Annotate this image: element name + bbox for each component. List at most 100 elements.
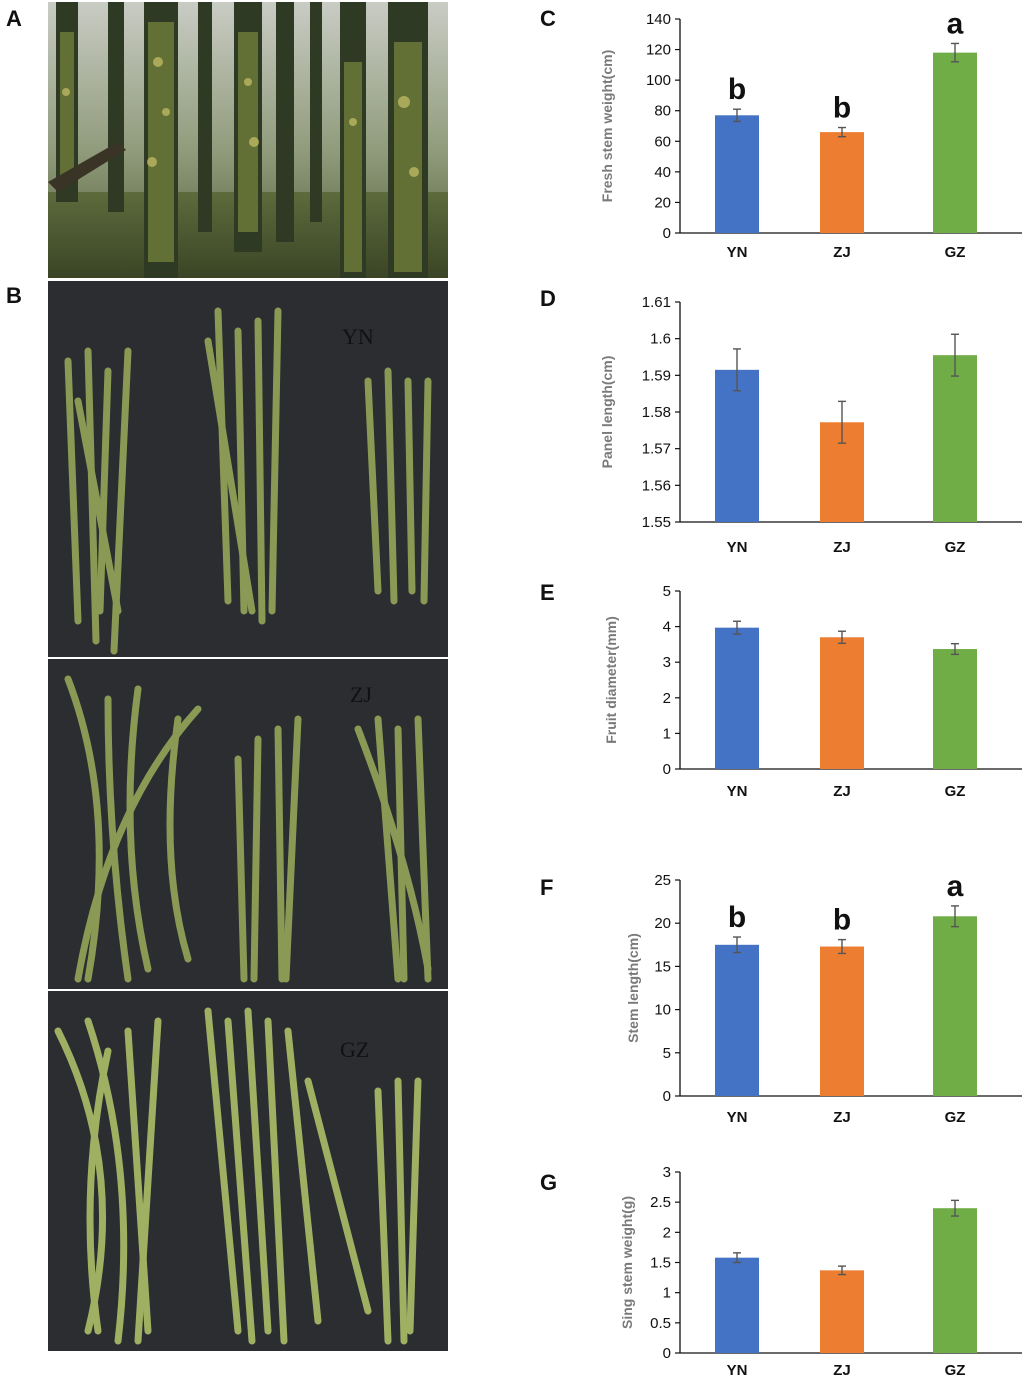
y-tick-label: 2.5 xyxy=(650,1194,671,1211)
bar-gz xyxy=(933,649,977,769)
category-label-gz: GZ xyxy=(945,1362,966,1379)
bar-yn xyxy=(715,944,759,1096)
y-tick-label: 120 xyxy=(646,42,671,59)
photo-label-yn: YN xyxy=(342,324,374,349)
significance-letter-gz: a xyxy=(947,870,964,903)
photo-label-gz: GZ xyxy=(340,1037,370,1062)
error-bar-gz xyxy=(951,905,959,928)
error-bar-yn xyxy=(733,1252,741,1264)
bar-gz xyxy=(933,1208,977,1353)
bar-gz xyxy=(933,355,977,522)
y-tick-label: 2 xyxy=(663,1224,671,1241)
y-tick-label: 40 xyxy=(654,164,671,181)
y-tick-label: 25 xyxy=(654,872,671,889)
category-label-zj: ZJ xyxy=(833,1362,851,1379)
significance-letter-zj: b xyxy=(833,92,851,125)
y-tick-label: 1.57 xyxy=(642,441,671,458)
bar-zj xyxy=(820,1270,864,1353)
y-tick-label: 1.56 xyxy=(642,477,671,494)
y-axis-label: Fruit diameter(mm) xyxy=(603,616,619,744)
y-tick-label: 0 xyxy=(663,1345,671,1362)
panel-label-a: A xyxy=(6,6,22,31)
category-label-zj: ZJ xyxy=(833,539,851,556)
error-bar-yn xyxy=(733,108,741,123)
y-tick-label: 1.59 xyxy=(642,367,671,384)
bar-yn xyxy=(715,627,759,769)
panel-label-b: B xyxy=(6,283,22,308)
y-tick-label: 80 xyxy=(654,103,671,120)
category-label-gz: GZ xyxy=(945,1109,966,1126)
y-tick-label: 20 xyxy=(654,915,671,932)
category-label-zj: ZJ xyxy=(833,1109,851,1126)
y-axis-label: Fresh stem weight(cm) xyxy=(599,50,615,202)
stems-photo-zj xyxy=(48,659,448,989)
error-bar-yn xyxy=(733,936,741,954)
category-label-gz: GZ xyxy=(945,244,966,261)
panel-label-g: G xyxy=(540,1170,558,1195)
bar-yn xyxy=(715,1257,759,1353)
category-label-yn: YN xyxy=(727,539,748,556)
error-bar-yn xyxy=(733,348,741,392)
error-bar-gz xyxy=(951,1199,959,1217)
error-bar-gz xyxy=(951,42,959,63)
y-tick-label: 140 xyxy=(646,11,671,28)
panel-label-f: F xyxy=(540,875,554,900)
y-axis-label: Panel length(cm) xyxy=(599,356,615,469)
y-tick-label: 10 xyxy=(654,1002,671,1019)
error-bar-gz xyxy=(951,642,959,656)
y-tick-label: 1 xyxy=(663,725,671,742)
category-label-yn: YN xyxy=(727,783,748,800)
category-label-yn: YN xyxy=(727,1362,748,1379)
panel-label-e: E xyxy=(540,580,555,605)
y-tick-label: 0 xyxy=(663,761,671,778)
panel-label-c: C xyxy=(540,6,556,31)
panel-label-d: D xyxy=(540,286,556,311)
y-tick-label: 60 xyxy=(654,133,671,150)
error-bar-zj xyxy=(838,1265,846,1276)
significance-letter-yn: b xyxy=(728,73,746,106)
bar-yn xyxy=(715,115,759,233)
category-label-gz: GZ xyxy=(945,539,966,556)
y-axis-label: Sing stem weight(g) xyxy=(619,1196,635,1329)
category-label-yn: YN xyxy=(727,1109,748,1126)
y-axis-label: Stem length(cm) xyxy=(625,933,641,1043)
error-bar-zj xyxy=(838,400,846,444)
chart-panel-length: 1.55 1.56 1.57 1.58 1.59 1.6 1.61 Panel length(… xyxy=(599,294,1022,556)
significance-letter-zj: b xyxy=(833,904,851,937)
y-tick-label: 15 xyxy=(654,958,671,975)
y-tick-label: 5 xyxy=(663,583,671,600)
error-bar-zj xyxy=(838,126,846,138)
category-label-yn: YN xyxy=(727,244,748,261)
bar-gz xyxy=(933,52,977,233)
y-tick-label: 100 xyxy=(646,72,671,89)
error-bar-zj xyxy=(838,630,846,645)
y-tick-label: 0.5 xyxy=(650,1315,671,1332)
stems-photo-gz xyxy=(48,991,448,1351)
chart-sing-stem-weight: 0 0.5 1 1.5 2 2.5 3 Sing stem weight(g) YN ZJ GZ xyxy=(619,1164,1022,1379)
y-tick-label: 4 xyxy=(663,619,671,636)
error-bar-gz xyxy=(951,333,959,377)
y-tick-label: 1.58 xyxy=(642,404,671,421)
y-tick-label: 3 xyxy=(663,654,671,671)
chart-fresh-stem-weight: 0 20 40 60 80 100 120 140 Fresh stem weight(cm) Y… xyxy=(599,7,1022,261)
bar-zj xyxy=(820,637,864,769)
chart-stem-length: 0 5 10 15 20 25 Stem length(cm) YN b ZJ b GZ a xyxy=(625,870,1022,1126)
y-tick-label: 20 xyxy=(654,194,671,211)
error-bar-yn xyxy=(733,620,741,635)
forest-photo xyxy=(48,2,448,278)
significance-letter-gz: a xyxy=(947,7,964,40)
y-tick-label: 1 xyxy=(663,1285,671,1302)
significance-letter-yn: b xyxy=(728,901,746,934)
category-label-zj: ZJ xyxy=(833,783,851,800)
category-label-zj: ZJ xyxy=(833,244,851,261)
y-tick-label: 2 xyxy=(663,690,671,707)
y-tick-label: 3 xyxy=(663,1164,671,1181)
y-tick-label: 1.5 xyxy=(650,1255,671,1272)
y-tick-label: 1.6 xyxy=(650,331,671,348)
category-label-gz: GZ xyxy=(945,783,966,800)
photo-label-zj: ZJ xyxy=(350,682,372,707)
y-tick-label: 5 xyxy=(663,1045,671,1062)
bar-zj xyxy=(820,132,864,233)
y-tick-label: 1.55 xyxy=(642,514,671,531)
y-tick-label: 1.61 xyxy=(642,294,671,311)
